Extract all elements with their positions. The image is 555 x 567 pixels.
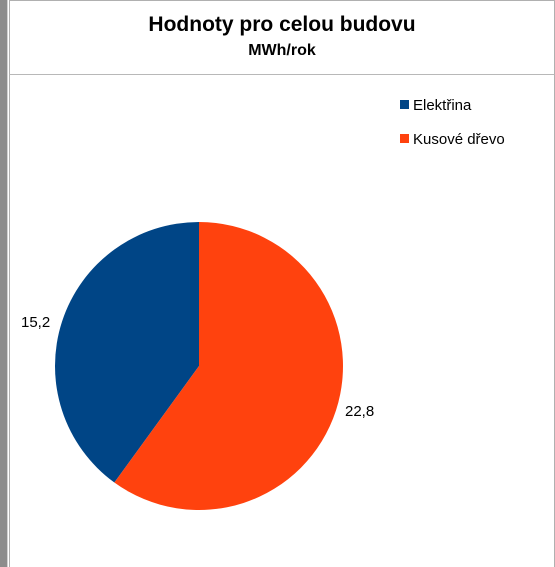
chart-subtitle: MWh/rok — [248, 42, 316, 59]
window-left-border — [0, 0, 7, 567]
chart-title-box: Hodnoty pro celou budovu MWh/rok — [9, 0, 555, 75]
pie-data-label-2: 22,8 — [345, 403, 374, 420]
legend-label-2: Kusové dřevo — [413, 131, 505, 148]
pie-data-labels: 15,2 22,8 — [21, 314, 374, 420]
chart-legend: Elektřina Kusové dřevo — [400, 97, 505, 148]
pie-slice-2 — [114, 222, 343, 510]
chart-title: Hodnoty pro celou budovu — [148, 13, 416, 36]
legend-swatch-2 — [400, 134, 409, 143]
legend-swatch-1 — [400, 100, 409, 109]
window-left-border-highlight — [7, 0, 8, 567]
pie-slice-1 — [54, 222, 200, 483]
legend-label-1: Elektřina — [413, 97, 472, 114]
pie-slices — [54, 222, 343, 510]
pie-data-label-1: 15,2 — [21, 314, 50, 331]
